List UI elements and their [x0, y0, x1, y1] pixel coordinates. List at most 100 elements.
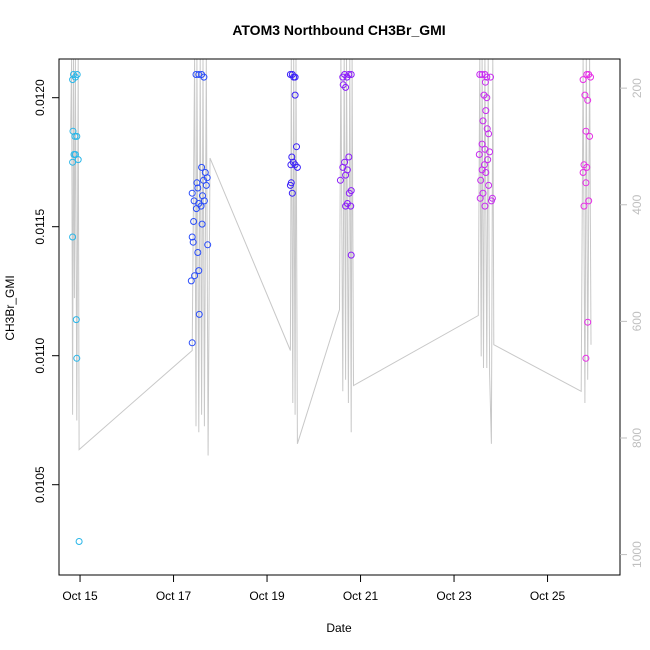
data-point	[476, 194, 484, 202]
data-point	[583, 163, 591, 171]
series-1	[69, 71, 83, 545]
data-point	[188, 189, 196, 197]
data-point	[487, 73, 494, 81]
data-point	[71, 132, 79, 140]
data-point	[587, 73, 594, 81]
data-point	[204, 241, 212, 249]
series-3	[286, 71, 301, 197]
data-point	[291, 73, 299, 81]
data-points-layer	[69, 71, 594, 545]
series-2	[187, 71, 212, 347]
data-point	[483, 125, 491, 133]
data-point	[72, 316, 80, 324]
data-point	[73, 71, 81, 78]
y-tick-label: 0.0105	[33, 466, 47, 503]
data-point	[336, 176, 344, 184]
data-point	[481, 202, 489, 210]
data-point	[476, 71, 484, 78]
data-point	[189, 238, 197, 246]
data-point	[475, 151, 483, 158]
data-point	[582, 179, 590, 187]
data-point	[482, 107, 490, 115]
data-point	[487, 197, 495, 205]
data-point	[585, 197, 593, 205]
data-point	[584, 318, 592, 326]
data-point	[195, 267, 203, 275]
data-point	[347, 251, 355, 259]
data-point	[477, 176, 485, 184]
data-point	[73, 132, 81, 140]
data-point	[291, 91, 299, 99]
data-point	[75, 538, 83, 545]
altitude-line-layer	[70, 59, 592, 456]
data-point	[579, 169, 587, 176]
data-point	[481, 78, 489, 86]
series-4	[336, 71, 355, 259]
y2-tick-label: 1000	[630, 541, 644, 568]
data-point	[286, 181, 294, 189]
data-point	[345, 153, 353, 161]
x-axis: Oct 15 Oct 17 Oct 19 Oct 21 Oct 23 Oct 25	[62, 574, 566, 603]
data-point	[345, 71, 353, 78]
data-point	[195, 310, 203, 318]
data-point	[339, 81, 347, 89]
data-point	[188, 339, 196, 347]
y-axis: 0.0105 0.0110 0.0115 0.0120	[33, 79, 59, 503]
data-point	[478, 140, 486, 148]
plot-frame	[58, 58, 621, 576]
data-point	[69, 158, 77, 166]
y2-tick-label: 200	[630, 78, 644, 98]
data-point	[193, 179, 201, 187]
y2-tick-label: 800	[630, 428, 644, 448]
x-axis-label: Date	[326, 621, 352, 635]
data-point	[483, 94, 491, 102]
y-tick-label: 0.0120	[33, 79, 47, 116]
data-point	[579, 76, 587, 84]
data-point	[192, 205, 200, 213]
data-point	[347, 202, 355, 210]
data-point	[293, 163, 301, 171]
data-point	[198, 220, 206, 228]
data-point	[288, 153, 296, 161]
data-point	[69, 233, 77, 241]
x-tick-label: Oct 19	[249, 589, 285, 603]
data-point	[479, 117, 487, 125]
y-axis-label: CH3Br_GMI	[3, 275, 17, 340]
y2-tick-label: 600	[630, 311, 644, 331]
data-point	[484, 156, 492, 164]
y-tick-label: 0.0115	[33, 208, 47, 244]
data-point	[191, 272, 199, 280]
series-6	[579, 71, 594, 362]
data-point	[202, 181, 210, 189]
altitude-line	[70, 59, 592, 456]
data-point	[288, 189, 296, 197]
x-tick-label: Oct 15	[62, 589, 98, 603]
data-point	[581, 91, 589, 99]
data-point	[73, 354, 81, 362]
data-point	[582, 127, 590, 135]
data-point	[194, 184, 202, 192]
x-tick-label: Oct 25	[530, 589, 566, 603]
data-point	[485, 181, 493, 189]
data-point	[584, 96, 592, 104]
data-point	[190, 218, 198, 225]
data-point	[200, 197, 208, 205]
data-point	[188, 233, 196, 241]
data-point	[345, 189, 353, 197]
data-point	[580, 202, 588, 210]
x-tick-label: Oct 23	[436, 589, 472, 603]
y2-axis: 200 400 600 800 1000	[620, 78, 644, 568]
data-point	[347, 71, 355, 78]
data-point	[486, 148, 494, 156]
data-point	[482, 169, 490, 176]
data-point	[187, 277, 195, 285]
data-point	[342, 171, 350, 179]
data-point	[483, 73, 491, 81]
y2-tick-label: 400	[630, 194, 644, 214]
x-tick-label: Oct 17	[156, 589, 192, 603]
data-point	[200, 73, 208, 81]
series-5	[475, 71, 496, 210]
data-point	[293, 143, 300, 151]
data-point	[74, 156, 82, 164]
